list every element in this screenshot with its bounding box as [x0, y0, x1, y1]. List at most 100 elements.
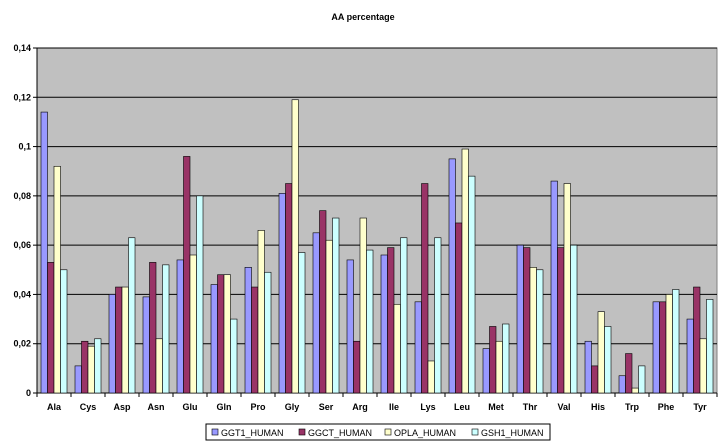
bar-GGCT_HUMAN-Phe: [659, 301, 667, 394]
x-tick-label: Asn: [147, 402, 164, 412]
bar-OPLA_HUMAN-Arg: [359, 217, 367, 394]
bar-GGT1_HUMAN-Val: [550, 180, 558, 394]
bar-GGCT_HUMAN-Lys: [421, 183, 429, 394]
legend-box: [205, 423, 551, 441]
bar-GGCT_HUMAN-Arg: [353, 340, 361, 394]
bar-OPLA_HUMAN-Trp: [631, 387, 639, 394]
legend-label: GGT1_HUMAN: [221, 428, 284, 438]
legend-label: GGCT_HUMAN: [308, 428, 372, 438]
bar-GSH1_HUMAN-Ile: [400, 237, 408, 394]
bar-OPLA_HUMAN-His: [597, 311, 605, 394]
bar-GGCT_HUMAN-Cys: [81, 340, 89, 394]
bar-GSH1_HUMAN-Met: [502, 323, 510, 394]
bar-GGT1_HUMAN-Phe: [652, 301, 660, 394]
bar-OPLA_HUMAN-Val: [563, 183, 571, 394]
bar-OPLA_HUMAN-Ala: [53, 165, 61, 394]
bar-GGCT_HUMAN-Trp: [625, 353, 633, 394]
bar-OPLA_HUMAN-Ser: [325, 239, 333, 394]
x-tick-label: Tyr: [693, 402, 707, 412]
legend-label: GSH1_HUMAN: [481, 428, 544, 438]
bar-GGT1_HUMAN-Thr: [516, 244, 524, 394]
bar-GGCT_HUMAN-Glu: [183, 156, 191, 394]
bar-GGT1_HUMAN-Ser: [312, 232, 320, 394]
y-tick-label: 0,08: [13, 191, 31, 201]
bar-OPLA_HUMAN-Pro: [257, 230, 265, 394]
bar-GSH1_HUMAN-Lys: [434, 237, 442, 394]
bar-GSH1_HUMAN-Ala: [60, 269, 68, 394]
legend-swatch: [471, 428, 479, 436]
bar-GGCT_HUMAN-Gly: [285, 183, 293, 394]
bar-GSH1_HUMAN-His: [604, 326, 612, 394]
bar-OPLA_HUMAN-Gly: [291, 99, 299, 394]
bar-GGT1_HUMAN-Gly: [278, 193, 286, 394]
bar-GSH1_HUMAN-Leu: [468, 175, 476, 394]
bar-GSH1_HUMAN-Trp: [638, 365, 646, 394]
x-tick-label: Met: [488, 402, 504, 412]
bar-OPLA_HUMAN-Met: [495, 340, 503, 394]
x-tick-label: Lys: [420, 402, 435, 412]
bar-GGT1_HUMAN-Asn: [142, 296, 150, 394]
x-tick-label: Arg: [352, 402, 368, 412]
bar-GGT1_HUMAN-Gln: [210, 284, 218, 394]
x-tick-label: Gln: [217, 402, 232, 412]
bar-GSH1_HUMAN-Asn: [162, 264, 170, 394]
bar-GGT1_HUMAN-Lys: [414, 301, 422, 394]
bar-GGT1_HUMAN-Ile: [380, 254, 388, 394]
bar-GGCT_HUMAN-Asn: [149, 262, 157, 394]
y-tick-label: 0,02: [13, 339, 31, 349]
chart-title: AA percentage: [331, 12, 394, 22]
bar-GGT1_HUMAN-His: [584, 340, 592, 394]
bar-GGT1_HUMAN-Asp: [108, 294, 116, 394]
legend: GGT1_HUMAN GGCT_HUMAN OPLA_HUMAN GSH1_HUMAN: [205, 423, 551, 441]
x-tick-label: His: [591, 402, 605, 412]
x-tick-label: Leu: [454, 402, 470, 412]
bar-GSH1_HUMAN-Phe: [672, 289, 680, 394]
bar-GSH1_HUMAN-Pro: [264, 271, 272, 394]
legend-swatch: [298, 428, 306, 436]
bar-OPLA_HUMAN-Glu: [189, 254, 197, 394]
y-tick-label: 0,04: [13, 289, 31, 299]
y-tick-label: 0,1: [18, 142, 31, 152]
bar-GGCT_HUMAN-Val: [557, 247, 565, 394]
bar-GSH1_HUMAN-Tyr: [706, 299, 714, 394]
y-tick-label: 0: [26, 388, 31, 398]
bar-OPLA_HUMAN-Lys: [427, 360, 435, 394]
y-tick-label: 0,14: [13, 43, 31, 53]
bar-GGT1_HUMAN-Leu: [448, 158, 456, 394]
bar-GGT1_HUMAN-Tyr: [686, 318, 694, 394]
bar-GGCT_HUMAN-Thr: [523, 247, 531, 394]
bar-OPLA_HUMAN-Ile: [393, 303, 401, 394]
x-tick-label: Cys: [80, 402, 97, 412]
x-tick-label: Thr: [523, 402, 538, 412]
y-tick-label: 0,06: [13, 240, 31, 250]
y-tick-label: 0,12: [13, 92, 31, 102]
bar-GGT1_HUMAN-Arg: [346, 259, 354, 394]
bar-GGT1_HUMAN-Trp: [618, 375, 626, 394]
legend-label: OPLA_HUMAN: [394, 428, 456, 438]
bar-GSH1_HUMAN-Arg: [366, 249, 374, 394]
bar-OPLA_HUMAN-Asp: [121, 286, 129, 394]
bar-GSH1_HUMAN-Ser: [332, 217, 340, 394]
bar-GGCT_HUMAN-Tyr: [693, 286, 701, 394]
x-tick-label: Phe: [658, 402, 675, 412]
bar-OPLA_HUMAN-Tyr: [699, 338, 707, 394]
bar-GSH1_HUMAN-Gln: [230, 318, 238, 394]
x-tick-label: Ile: [389, 402, 399, 412]
bar-GGCT_HUMAN-Ser: [319, 210, 327, 394]
bar-GSH1_HUMAN-Thr: [536, 269, 544, 394]
bar-OPLA_HUMAN-Gln: [223, 274, 231, 394]
x-tick-label: Glu: [183, 402, 198, 412]
x-tick-label: Asp: [113, 402, 131, 412]
bar-GSH1_HUMAN-Val: [570, 244, 578, 394]
bar-GGCT_HUMAN-Ala: [47, 262, 55, 394]
bar-GSH1_HUMAN-Asp: [128, 237, 136, 394]
x-tick-label: Ser: [319, 402, 334, 412]
bar-GGT1_HUMAN-Glu: [176, 259, 184, 394]
bar-GSH1_HUMAN-Glu: [196, 195, 204, 394]
plot-area: 0 0,02 0,04 0,06 0,08 0,1 0,12 0,14 Ala Cys Asp Asn…: [13, 43, 718, 412]
bar-OPLA_HUMAN-Phe: [665, 294, 673, 394]
bar-GGT1_HUMAN-Met: [482, 348, 490, 394]
bar-GGCT_HUMAN-Met: [489, 326, 497, 394]
bar-GGCT_HUMAN-His: [591, 365, 599, 394]
